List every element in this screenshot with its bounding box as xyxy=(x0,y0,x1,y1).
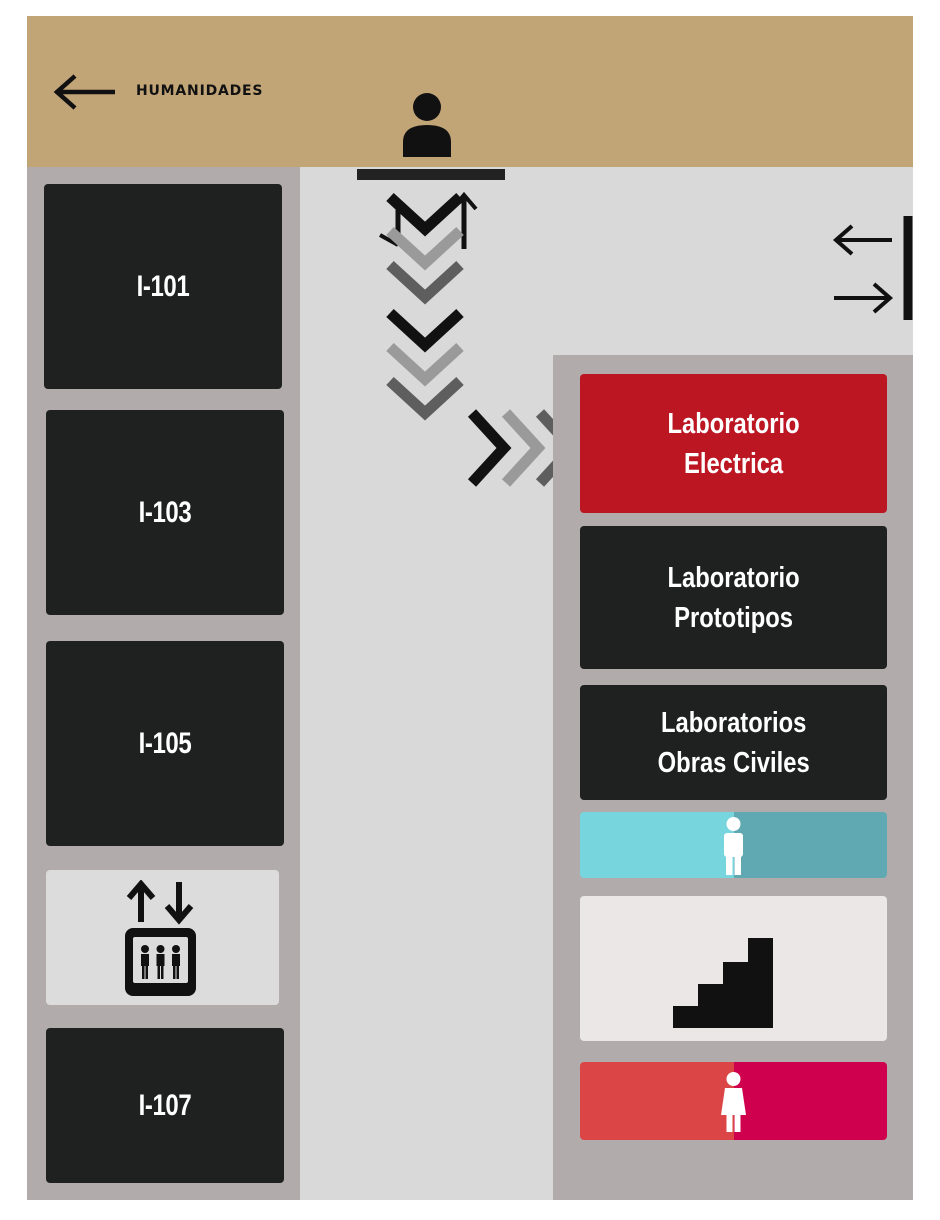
room-i-105[interactable]: I-105 xyxy=(46,641,284,846)
stairs-icon xyxy=(673,938,773,1028)
back-button[interactable] xyxy=(53,72,117,112)
person-icon xyxy=(724,817,743,875)
room-i-107[interactable]: I-107 xyxy=(46,1028,284,1183)
header-bar xyxy=(27,16,913,167)
stairs[interactable] xyxy=(580,896,887,1041)
lab-label: Laboratorios Obras Civiles xyxy=(657,706,810,779)
restroom-left-half xyxy=(580,812,734,878)
lab-label: Laboratorio Prototipos xyxy=(667,561,800,634)
lab-label: Laboratorio Electrica xyxy=(667,407,800,480)
elevator[interactable] xyxy=(46,870,279,1005)
room-label: I-103 xyxy=(138,495,192,529)
left-arrow-icon xyxy=(53,74,115,110)
room-label: I-105 xyxy=(138,726,192,760)
page-title: HUMANIDADES xyxy=(136,83,264,99)
restroom-women[interactable] xyxy=(580,1062,887,1140)
restroom-left-half xyxy=(580,1062,734,1140)
entrance-line xyxy=(357,169,505,180)
room-i-103[interactable]: I-103 xyxy=(46,410,284,615)
room-label: I-101 xyxy=(136,269,190,303)
lab-obras-civiles[interactable]: Laboratorios Obras Civiles xyxy=(580,685,887,800)
restroom-right-half xyxy=(733,812,887,878)
lab-prototipos[interactable]: Laboratorio Prototipos xyxy=(580,526,887,669)
lab-electrica[interactable]: Laboratorio Electrica xyxy=(580,374,887,513)
in-out-arrows-icon xyxy=(832,216,913,320)
restroom-men[interactable] xyxy=(580,812,887,878)
room-label: I-107 xyxy=(138,1088,192,1122)
route-path xyxy=(379,191,478,421)
entrance-person-icon xyxy=(400,90,454,160)
person-icon xyxy=(721,1072,746,1132)
restroom-right-half xyxy=(733,1062,887,1140)
room-i-101[interactable]: I-101 xyxy=(44,184,282,389)
elevator-icon xyxy=(125,880,196,996)
